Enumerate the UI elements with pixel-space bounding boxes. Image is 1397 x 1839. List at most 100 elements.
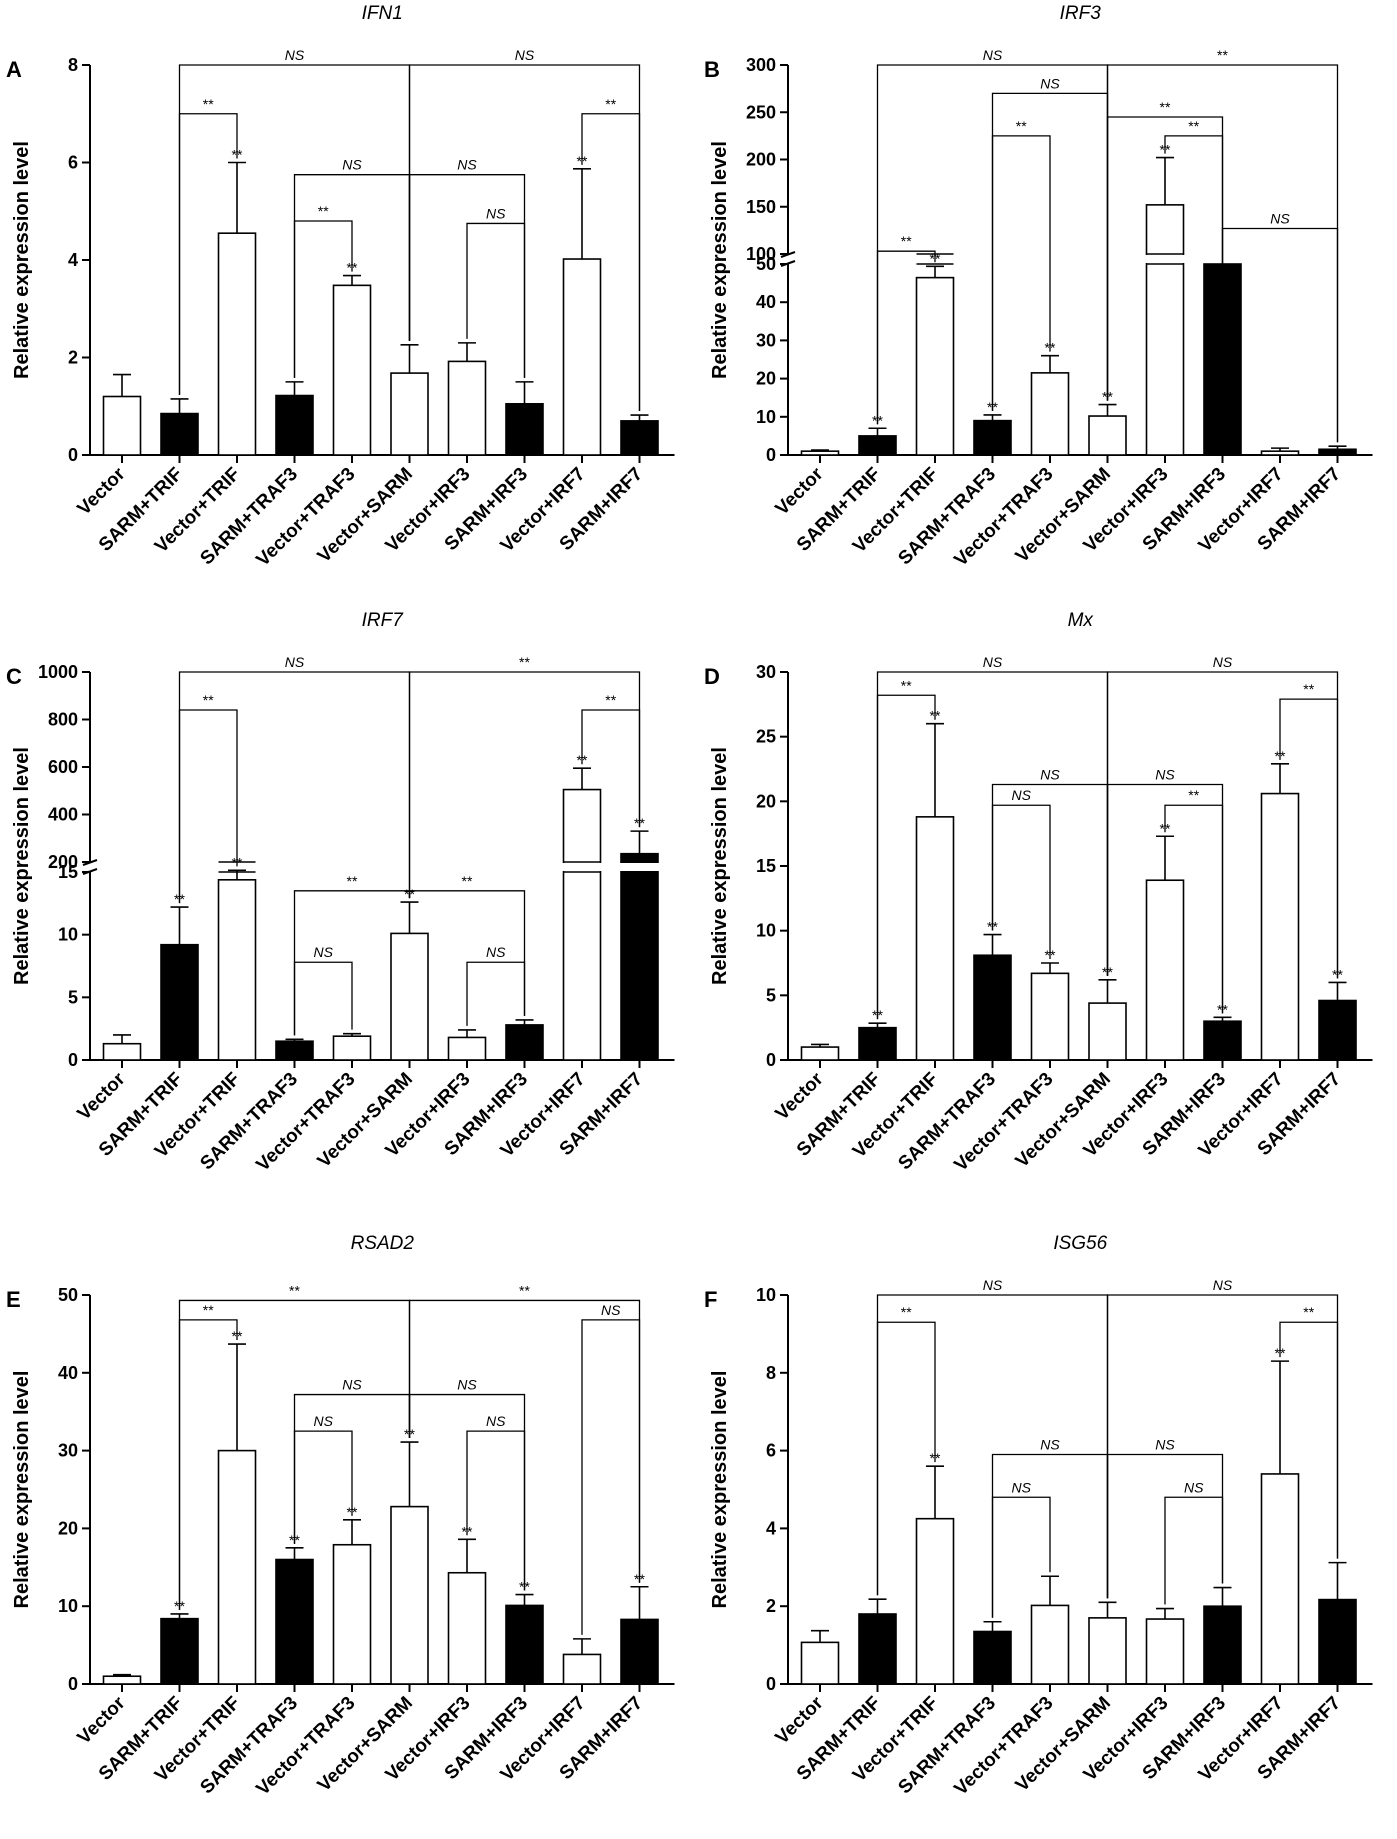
y-axis-label: Relative expression level — [11, 747, 33, 985]
significance-bracket-label: ** — [203, 692, 214, 708]
significance-bracket-label: NS — [314, 944, 334, 960]
y-tick-label: 300 — [746, 55, 776, 75]
significance-bracket — [178, 1319, 238, 1610]
significance-bracket-label: ** — [289, 1282, 300, 1298]
chart-panel-f: ISG56 F Relative expression level 0 2 4 6 8 10 Ve… — [704, 1233, 1373, 1800]
bar — [620, 420, 659, 456]
chart-panel-a: IFN1 A Relative expression level 0 2 4 6 8 Vecto… — [6, 3, 675, 571]
x-tick-label: Vector — [772, 463, 828, 519]
bar-break-gap — [562, 863, 602, 871]
significance-bracket-label: ** — [519, 654, 530, 670]
significance-bracket-label: ** — [605, 692, 616, 708]
y-tick-label: 5 — [766, 985, 776, 1005]
panel-letter: A — [6, 57, 22, 82]
x-tick-label: Vector — [74, 1068, 130, 1124]
bar — [915, 1517, 955, 1685]
significance-bracket — [991, 135, 1051, 411]
significance-bracket-label: ** — [1160, 99, 1171, 115]
bar — [275, 394, 314, 456]
bar — [562, 1653, 602, 1685]
chart-panel-d: Mx D Relative expression level 0 5 10 15 20 25 30… — [704, 610, 1373, 1176]
bar — [800, 1046, 840, 1061]
y-tick-label: 50 — [756, 254, 776, 274]
bar — [1318, 1598, 1357, 1685]
bar — [390, 932, 429, 1061]
significance-bracket-label: ** — [203, 96, 214, 112]
significance-bracket — [1279, 698, 1339, 979]
y-tick-label: 2 — [68, 348, 78, 368]
y-tick-label: 30 — [756, 662, 776, 682]
significance-bracket-label: ** — [1303, 1304, 1314, 1320]
chart-title: Mx — [1068, 610, 1095, 631]
significance-bracket-label: ** — [1303, 681, 1314, 697]
significance-bracket — [408, 890, 526, 1016]
bar — [915, 816, 955, 1061]
bar — [102, 1675, 142, 1685]
significance-bracket — [1221, 227, 1339, 443]
y-tick-label: 800 — [48, 710, 78, 730]
y-axis-label: Relative expression level — [11, 1371, 33, 1609]
x-tick-label: SARM+TRAF3 — [196, 464, 302, 570]
chart-title: IRF7 — [362, 610, 405, 631]
bar — [1260, 450, 1300, 456]
significance-bracket — [1164, 135, 1224, 286]
significance-bracket — [466, 1430, 526, 1591]
bar — [858, 1026, 897, 1061]
x-tick-label: Vector+TRAF3 — [950, 1069, 1057, 1176]
chart-title: IRF3 — [1060, 3, 1102, 24]
significance-bracket-label: NS — [486, 1413, 506, 1429]
y-tick-label: 30 — [58, 1441, 78, 1461]
significance-bracket-label: ** — [901, 677, 912, 693]
y-tick-label: 1000 — [38, 662, 78, 682]
bar — [1260, 792, 1300, 1061]
y-axis-label: Relative expression level — [11, 141, 33, 379]
y-tick-label: 0 — [766, 1674, 776, 1694]
significance-bracket-label: NS — [1213, 1277, 1233, 1293]
y-tick-label: 200 — [48, 852, 78, 872]
y-tick-label: 200 — [746, 150, 776, 170]
bar — [217, 1449, 257, 1685]
y-tick-label: 6 — [68, 153, 78, 173]
bar — [858, 435, 897, 456]
chart-title: IFN1 — [362, 3, 403, 24]
significance-bracket-label: NS — [983, 654, 1003, 670]
significance-bracket-label: NS — [486, 205, 506, 221]
y-tick-label: 40 — [58, 1363, 78, 1383]
significance-bracket — [876, 1321, 936, 1596]
significance-bracket — [178, 671, 411, 904]
significance-bracket-label: ** — [318, 203, 329, 219]
bar — [973, 1630, 1012, 1685]
significance-bracket-label: NS — [601, 1302, 621, 1318]
bar — [1203, 1020, 1242, 1061]
x-tick-label: SARM+TRAF3 — [196, 1693, 302, 1799]
y-tick-label: 4 — [68, 250, 78, 270]
x-tick-label: Vector — [74, 463, 130, 519]
x-tick-label: Vector+TRAF3 — [252, 1069, 359, 1176]
significance-bracket-label: ** — [203, 1302, 214, 1318]
significance-bracket — [876, 250, 936, 425]
x-tick-label: Vector+TRAF3 — [252, 464, 359, 571]
bar — [447, 1571, 487, 1685]
bar — [102, 395, 142, 456]
significance-bracket-label: NS — [1040, 767, 1060, 783]
bar-break-gap — [620, 863, 659, 871]
bar — [160, 412, 199, 456]
panel-letter: E — [6, 1287, 21, 1312]
bar — [275, 1558, 314, 1685]
y-tick-label: 5 — [68, 987, 78, 1007]
y-tick-label: 100 — [746, 244, 776, 264]
bar — [447, 1036, 487, 1061]
bar — [620, 1618, 659, 1685]
significance-bracket-label: ** — [1016, 118, 1027, 134]
bar — [858, 1613, 897, 1685]
bar-break-gap — [1145, 255, 1185, 263]
significance-bracket — [1164, 1496, 1224, 1605]
bar — [562, 788, 602, 1061]
bar — [160, 943, 199, 1061]
significance-bracket-label: ** — [1188, 118, 1199, 134]
y-tick-label: 250 — [746, 102, 776, 122]
bar — [973, 954, 1012, 1061]
x-tick-label: SARM+TRAF3 — [196, 1069, 302, 1175]
x-tick-label: Vector+TRAF3 — [950, 1693, 1057, 1800]
